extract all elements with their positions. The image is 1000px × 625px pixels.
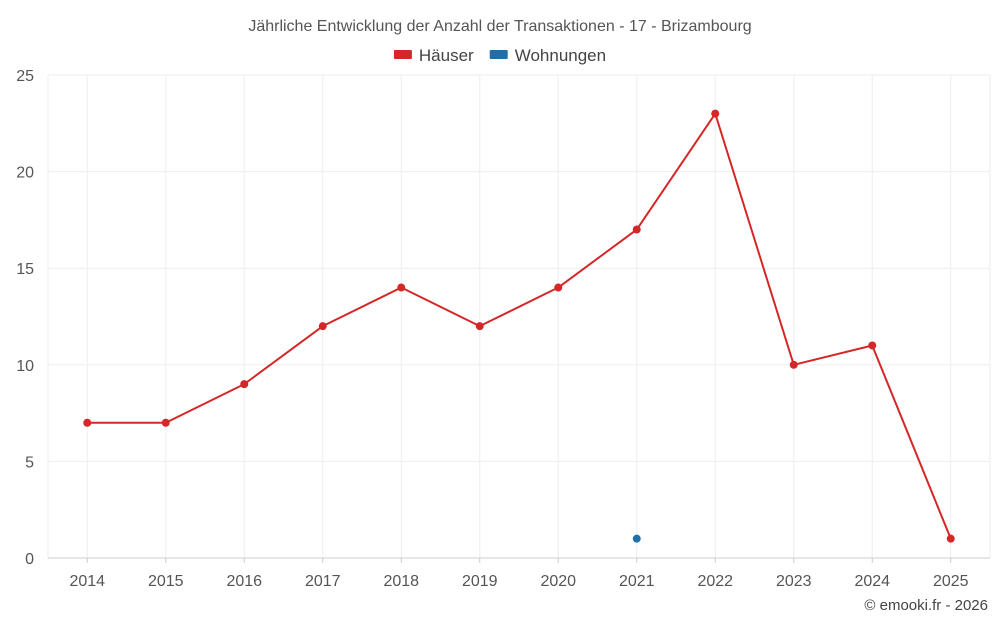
x-tick-label: 2019 (462, 573, 498, 590)
y-tick-label: 0 (25, 551, 34, 568)
x-tick-label: 2017 (305, 573, 341, 590)
series-layer (83, 109, 955, 543)
grid (47, 74, 991, 558)
chart-title: Jährliche Entwicklung der Anzahl der Tra… (248, 18, 751, 35)
data-point (946, 534, 955, 543)
x-tick-label: 2023 (776, 573, 812, 590)
data-point (161, 418, 170, 427)
series-1 (632, 534, 641, 543)
data-point (475, 322, 484, 331)
x-tick-label: 2016 (226, 573, 262, 590)
x-tick-label: 2014 (69, 573, 105, 590)
x-tick-label: 2021 (619, 573, 655, 590)
legend-label: Wohnungen (515, 46, 606, 65)
data-point (789, 360, 798, 369)
data-point (868, 341, 877, 350)
legend-swatch (489, 50, 508, 59)
x-tick-label: 2018 (383, 573, 419, 590)
data-point (554, 283, 563, 292)
data-point (632, 225, 641, 234)
legend-swatch (393, 50, 412, 59)
data-point (711, 109, 720, 118)
series-line (87, 112, 952, 540)
y-tick-label: 20 (16, 165, 34, 182)
legend-item[interactable]: Häuser (393, 46, 474, 65)
data-point (83, 418, 92, 427)
series-0 (83, 109, 955, 543)
legend: Häuser Wohnungen (393, 46, 606, 65)
x-tick-label: 2020 (540, 573, 576, 590)
y-tick-label: 15 (16, 261, 34, 278)
y-tick-label: 25 (16, 68, 34, 85)
data-point (397, 283, 406, 292)
y-tick-label: 10 (16, 358, 34, 375)
credit-text: © emooki.fr - 2026 (864, 597, 988, 614)
data-point (632, 534, 641, 543)
x-tick-label: 2024 (854, 573, 890, 590)
legend-label: Häuser (419, 46, 474, 65)
x-tick-label: 2015 (148, 573, 184, 590)
legend-item[interactable]: Wohnungen (489, 46, 606, 65)
y-tick-label: 5 (25, 454, 34, 471)
x-tick-label: 2022 (697, 573, 733, 590)
x-tick-label: 2025 (933, 573, 969, 590)
data-point (240, 380, 249, 389)
data-point (318, 322, 327, 331)
